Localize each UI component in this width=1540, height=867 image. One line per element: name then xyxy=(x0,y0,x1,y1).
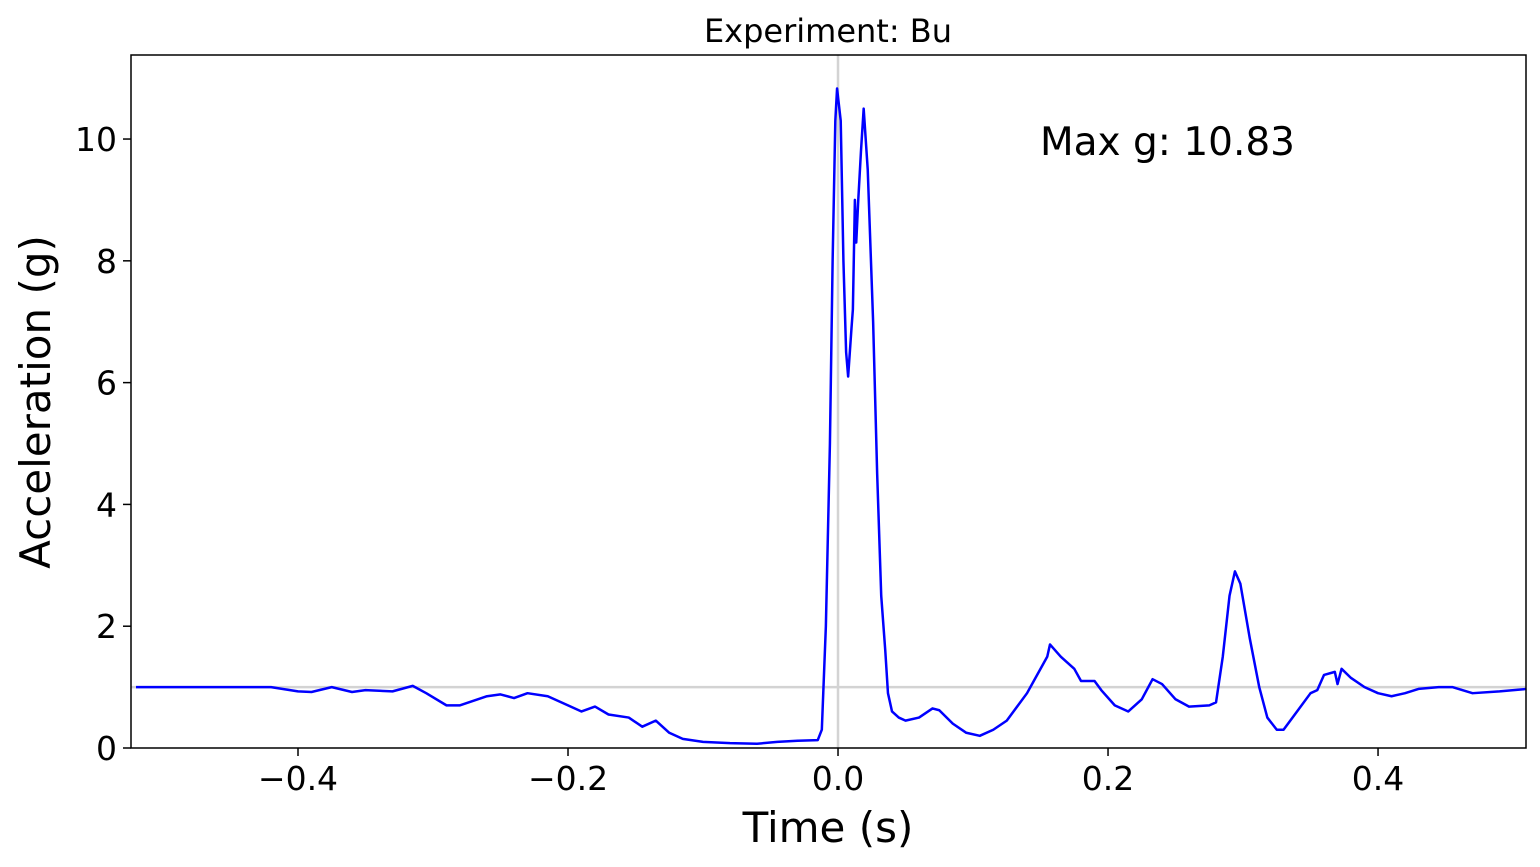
y-tick-label: 8 xyxy=(96,242,117,281)
x-tick-label: 0.2 xyxy=(1082,759,1134,798)
y-axis-label: Acceleration (g) xyxy=(11,235,60,569)
x-tick-label: 0.4 xyxy=(1352,759,1404,798)
chart-title: Experiment: Bu xyxy=(704,12,952,50)
line-series xyxy=(136,87,1527,745)
y-tick-label: 6 xyxy=(96,364,117,403)
y-tick-label: 4 xyxy=(96,485,117,524)
x-tick-label: −0.2 xyxy=(528,759,608,798)
y-tick-label: 10 xyxy=(75,120,117,159)
x-axis-label: Time (s) xyxy=(742,803,914,852)
x-tick-label: 0.0 xyxy=(812,759,864,798)
y-tick-label: 2 xyxy=(96,607,117,646)
x-tick-label: −0.4 xyxy=(258,759,338,798)
annotation: Max g: 10.83 xyxy=(1040,120,1295,165)
plot-frame xyxy=(130,54,1527,749)
y-tick-label: 0 xyxy=(96,729,117,768)
